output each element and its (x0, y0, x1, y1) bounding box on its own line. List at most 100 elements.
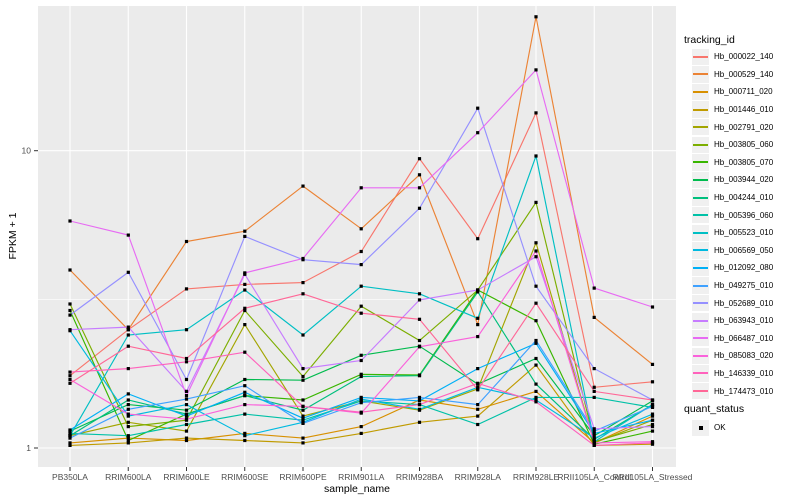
legend-item-Hb_085083_020: Hb_085083_020 (684, 347, 773, 365)
svg-text:RRIM600LA: RRIM600LA (105, 472, 152, 482)
legend-key-swatch (692, 48, 709, 65)
legend: tracking_id Hb_000022_140 Hb_000529_140 Hb… (684, 0, 800, 500)
legend-item-label: Hb_174473_010 (714, 386, 774, 396)
svg-text:RRIM928LE: RRIM928LE (513, 472, 560, 482)
legend-item-Hb_003805_060: Hb_003805_060 (684, 136, 773, 154)
legend-key-line (693, 73, 708, 76)
legend-item-label: Hb_000529_140 (714, 69, 774, 79)
svg-text:RRIM901LA: RRIM901LA (338, 472, 385, 482)
legend-key-swatch (692, 66, 709, 83)
legend-key-swatch (692, 382, 709, 400)
legend-item-Hb_052689_010: Hb_052689_010 (684, 294, 773, 312)
legend-title-tracking-id: tracking_id (684, 34, 735, 46)
legend-key-swatch (692, 224, 709, 241)
legend-key-line (693, 161, 708, 164)
legend-key-line (693, 249, 708, 252)
legend-key-swatch (692, 101, 709, 118)
legend-item-Hb_049275_010: Hb_049275_010 (684, 277, 773, 295)
legend-item-Hb_002791_020: Hb_002791_020 (684, 118, 773, 136)
legend-item-label: Hb_000022_140 (714, 52, 774, 62)
legend-key-line (693, 284, 708, 287)
legend-key-line (693, 90, 708, 93)
legend-key-swatch (692, 365, 709, 382)
legend-key-line (693, 372, 708, 375)
legend-item-Hb_005523_010: Hb_005523_010 (684, 224, 773, 242)
legend-item-label: Hb_003944_020 (714, 175, 774, 185)
legend-item-Hb_012092_080: Hb_012092_080 (684, 259, 773, 277)
svg-text:PB350LA: PB350LA (52, 472, 88, 482)
legend-key-swatch (692, 118, 709, 136)
legend-item-Hb_000711_020: Hb_000711_020 (684, 83, 773, 101)
legend-item-label: Hb_003805_060 (714, 140, 774, 150)
legend-item-label: Hb_002791_020 (714, 122, 774, 132)
legend-item-Hb_005396_060: Hb_005396_060 (684, 206, 773, 224)
legend-key-line (693, 196, 708, 199)
svg-text:RRII105LA_Control: RRII105LA_Control (557, 472, 631, 482)
legend-item-label: Hb_001446_010 (714, 105, 774, 115)
svg-text:RRIM600SE: RRIM600SE (221, 472, 269, 482)
legend-item-label: Hb_004244_010 (714, 193, 774, 203)
legend-key-swatch (692, 259, 709, 277)
legend-key-line (693, 354, 708, 357)
legend-item-Hb_066487_010: Hb_066487_010 (684, 330, 773, 348)
legend-item-Hb_006569_050: Hb_006569_050 (684, 242, 773, 260)
svg-text:RRIM928LA: RRIM928LA (455, 472, 502, 482)
legend-key-swatch (692, 312, 709, 329)
legend-key-swatch (692, 242, 709, 259)
legend-key-line (693, 231, 708, 234)
legend-key-swatch (692, 154, 709, 171)
data-points (68, 15, 655, 447)
legend-item-label: Hb_052689_010 (714, 298, 774, 308)
legend-item-Hb_003805_070: Hb_003805_070 (684, 154, 773, 172)
legend-item-label: Hb_012092_080 (714, 263, 774, 273)
legend-items: Hb_000022_140 Hb_000529_140 Hb_000711_020 H… (684, 48, 773, 400)
legend-item-label: Hb_005523_010 (714, 228, 774, 238)
tick-labels: PB350LA RRIM600LA RRIM600LE RRIM600SE RRIM60… (22, 146, 693, 482)
legend-item-label: Hb_146339_010 (714, 368, 774, 378)
legend-key-swatch (692, 189, 709, 206)
quant-status-label: OK (714, 423, 726, 433)
legend-item-Hb_000529_140: Hb_000529_140 (684, 66, 773, 84)
legend-key-swatch (692, 294, 709, 312)
quant-status-item: OK (684, 419, 726, 437)
x-axis-title: sample_name (324, 483, 390, 495)
panel-background (38, 6, 676, 467)
legend-key-swatch (692, 347, 709, 365)
svg-text:RRIM600PE: RRIM600PE (279, 472, 327, 482)
legend-item-Hb_001446_010: Hb_001446_010 (684, 101, 773, 119)
legend-item-Hb_004244_010: Hb_004244_010 (684, 189, 773, 207)
legend-item-Hb_174473_010: Hb_174473_010 (684, 382, 773, 400)
y-axis-title: FPKM + 1 (7, 212, 19, 260)
legend-key-line (693, 302, 708, 305)
svg-text:RRII105LA_Stressed: RRII105LA_Stressed (613, 472, 693, 482)
legend-key-line (693, 143, 708, 146)
legend-item-label: Hb_000711_020 (714, 87, 773, 97)
legend-key-swatch (692, 277, 709, 294)
legend-item-label: Hb_049275_010 (714, 281, 774, 291)
legend-key-line (693, 126, 708, 129)
legend-key-swatch (692, 330, 709, 347)
legend-key-line (693, 266, 708, 269)
quant-status-items: OK (684, 419, 726, 437)
quant-key-swatch (692, 419, 709, 436)
legend-key-line (693, 319, 708, 322)
legend-key-line (693, 108, 708, 111)
legend-key-swatch (692, 83, 709, 101)
legend-title-quant-status: quant_status (684, 403, 745, 415)
legend-item-Hb_146339_010: Hb_146339_010 (684, 365, 773, 383)
legend-item-label: Hb_085083_020 (714, 351, 774, 361)
legend-item-label: Hb_063943_010 (714, 316, 774, 326)
legend-item-Hb_063943_010: Hb_063943_010 (684, 312, 773, 330)
svg-text:RRIM600LE: RRIM600LE (163, 472, 210, 482)
legend-key-line (693, 178, 708, 181)
legend-key-line (693, 214, 708, 217)
legend-key-line (693, 337, 708, 340)
legend-item-label: Hb_066487_010 (714, 333, 774, 343)
svg-text:RRIM928BA: RRIM928BA (396, 472, 444, 482)
legend-item-Hb_003944_020: Hb_003944_020 (684, 171, 773, 189)
svg-text:10: 10 (22, 146, 32, 156)
legend-item-Hb_000022_140: Hb_000022_140 (684, 48, 773, 66)
legend-key-line (693, 390, 708, 393)
